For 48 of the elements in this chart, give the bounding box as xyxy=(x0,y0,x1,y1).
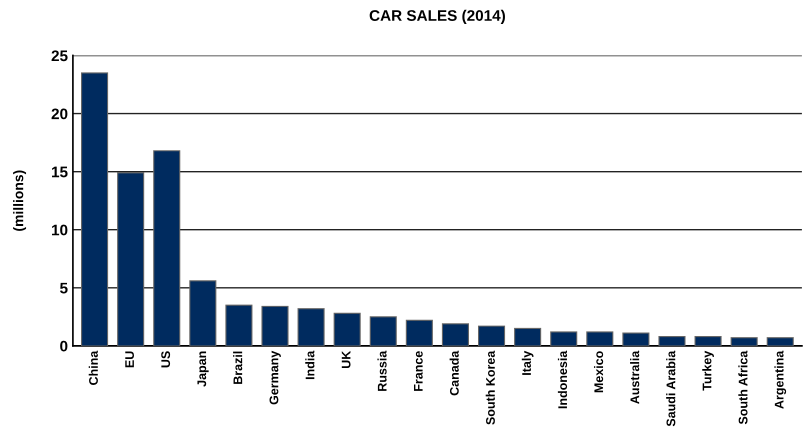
x-tick-label: France xyxy=(414,351,423,391)
x-tick-label: EU xyxy=(125,351,134,368)
x-tick-label: Saudi Arabia xyxy=(666,350,676,426)
y-tick-label: 0 xyxy=(60,340,68,352)
x-tick-label: US xyxy=(161,351,170,368)
y-tick-label: 25 xyxy=(52,50,68,62)
bar xyxy=(153,150,180,346)
bar xyxy=(81,72,108,346)
y-axis-title: (millions) xyxy=(13,170,26,231)
bar xyxy=(550,331,578,346)
bar xyxy=(658,336,686,346)
x-tick-label: Mexico xyxy=(594,351,604,392)
x-tick-label: Russia xyxy=(377,350,387,391)
bar xyxy=(694,336,722,346)
bar xyxy=(442,323,469,346)
bar xyxy=(478,326,506,346)
bar xyxy=(514,328,542,346)
bar xyxy=(622,332,650,346)
x-tick-label: Australia xyxy=(630,350,640,404)
x-tick-label: UK xyxy=(342,350,351,368)
bar xyxy=(766,337,794,346)
bar xyxy=(370,316,397,346)
chart-title: CAR SALES (2014) xyxy=(370,10,505,24)
y-tick-label: 5 xyxy=(60,282,68,294)
x-tick-label: India xyxy=(305,350,314,380)
x-tick-label: South Korea xyxy=(486,350,495,425)
x-tick-label: Italy xyxy=(522,350,534,375)
bar xyxy=(406,320,433,346)
bar xyxy=(261,306,289,346)
bar xyxy=(586,331,614,346)
x-tick-label: Indonesia xyxy=(558,350,568,408)
x-tick-label: Turkey xyxy=(702,350,714,391)
x-tick-label: Japan xyxy=(197,352,209,387)
x-tick-label: China xyxy=(88,350,98,385)
y-tick-label: 15 xyxy=(52,166,68,178)
bar xyxy=(730,337,758,346)
bar xyxy=(334,312,361,346)
x-tick-label: Brazil xyxy=(233,352,242,384)
bar xyxy=(117,172,144,346)
x-tick-label: Germany xyxy=(270,350,281,404)
x-tick-label: South Africa xyxy=(738,350,748,424)
bar xyxy=(189,280,216,346)
y-tick-label: 20 xyxy=(52,108,68,120)
x-tick-label: Argentina xyxy=(774,350,786,409)
bar xyxy=(298,308,325,346)
x-tick-label: Canada xyxy=(450,350,459,396)
bar xyxy=(225,304,252,346)
y-tick-label: 10 xyxy=(52,224,68,236)
